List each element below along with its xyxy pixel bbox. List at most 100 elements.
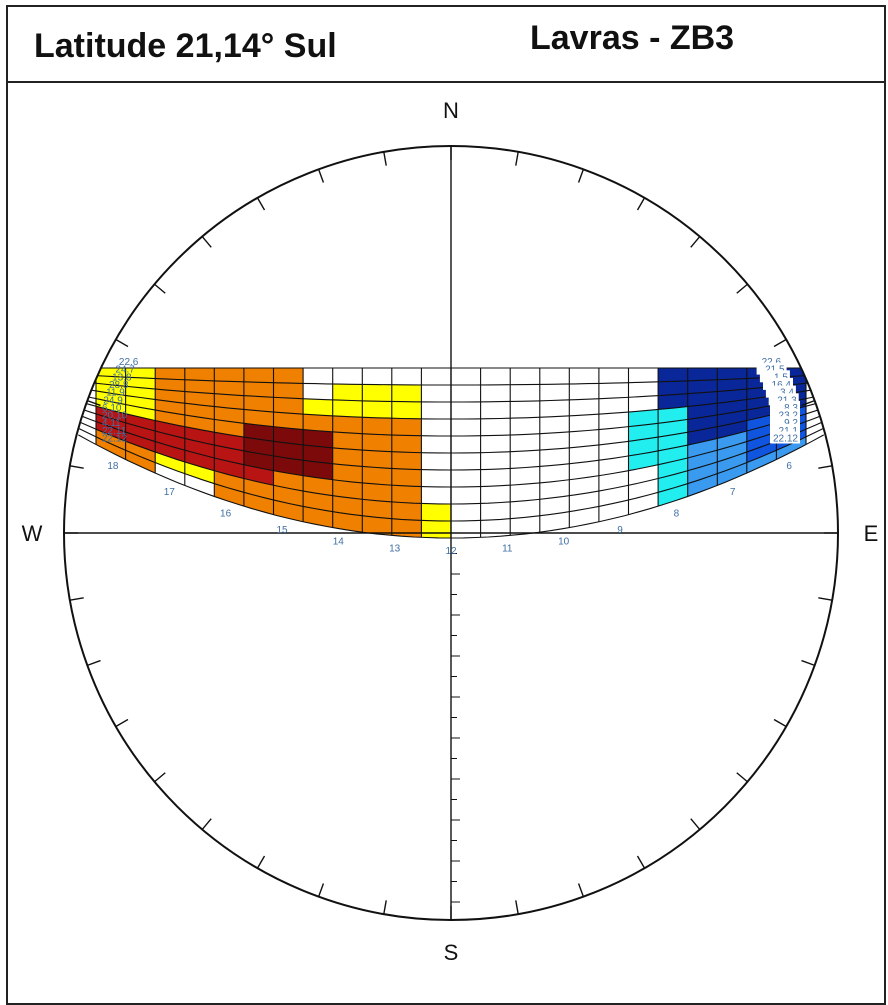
azimuth-tick (115, 718, 129, 728)
shading-cell (303, 398, 333, 416)
shading-cell (273, 397, 304, 415)
date-label-west: 4.11 (102, 418, 121, 429)
date-label-west: 11.9 (106, 388, 125, 399)
shading-cell (96, 413, 126, 433)
shading-cell (243, 423, 274, 442)
hour-label: 10 (558, 537, 570, 548)
hour-label: 15 (276, 525, 288, 536)
date-label-west: 28.8 (109, 380, 129, 391)
shading-cell (658, 393, 688, 410)
south-label: S (444, 940, 459, 965)
shading-cell (96, 436, 126, 460)
location-title: Lavras - ZB3 (530, 19, 735, 57)
azimuth-tick (736, 772, 748, 783)
shading-cell (214, 393, 244, 410)
shading-cell (362, 417, 392, 435)
shading-cell (421, 520, 451, 538)
date-label-east: 8.3 (784, 403, 798, 414)
shading-cell (273, 441, 304, 461)
date-label-west: 20.10 (102, 411, 127, 422)
date-label-east: 3.4 (780, 388, 794, 399)
shading-cell (214, 419, 244, 438)
shading-cell (125, 422, 156, 442)
shading-cell (155, 452, 185, 474)
shading-cell (96, 406, 126, 423)
shading-cell (391, 468, 422, 487)
shading-cell (658, 380, 688, 396)
azimuth-tick (69, 465, 84, 469)
shading-cell (214, 406, 244, 424)
azimuth-tick (690, 236, 701, 248)
shading-cell (746, 441, 777, 463)
shading-cell (717, 452, 747, 474)
shading-cell (362, 499, 392, 519)
shading-cell (717, 389, 747, 404)
azimuth-tick (515, 900, 519, 915)
date-label-east: 22.6 (762, 357, 782, 368)
azimuth-tick (154, 283, 166, 294)
shading-cell (96, 398, 126, 414)
shading-cell (391, 485, 422, 504)
shading-cell (332, 495, 363, 516)
shading-cell (746, 404, 777, 421)
hour-label: 8 (674, 508, 680, 519)
azimuth-tick (383, 151, 387, 166)
shading-cell (391, 434, 422, 453)
shading-cell (125, 377, 156, 390)
shading-cell (184, 450, 215, 471)
azimuth-tick (201, 236, 212, 248)
shading-cell (184, 391, 215, 407)
shading-cell (362, 482, 392, 502)
shading-cell (214, 368, 244, 382)
date-label-east: 22.12 (773, 434, 798, 445)
azimuth-tick (256, 197, 266, 211)
shading-cell (243, 381, 274, 398)
date-labels: 22.624.713.828.811.924.96.1020.104.1122.… (102, 355, 800, 445)
hour-label: 9 (617, 525, 623, 536)
shading-cell (746, 422, 777, 442)
hour-label: 6 (786, 461, 792, 472)
shading-cell (125, 450, 156, 474)
shading-cell (214, 380, 244, 396)
shading-cell (687, 391, 718, 407)
shading-cell (155, 431, 185, 451)
shading-cell (125, 432, 156, 453)
hour-label: 18 (107, 461, 119, 472)
shading-cell (628, 423, 659, 442)
shading-cells (96, 368, 806, 538)
shading-cell (155, 368, 185, 380)
shading-cell (717, 420, 747, 439)
shading-cell (96, 421, 126, 442)
shading-cell (362, 433, 392, 452)
shading-cell (658, 419, 688, 438)
shading-cell (687, 438, 718, 458)
azimuth-tick (317, 883, 325, 897)
shading-cell (243, 450, 274, 471)
hour-label: 14 (333, 537, 345, 548)
shading-cell (303, 460, 333, 480)
shading-cell (243, 409, 274, 427)
shading-cell (273, 470, 304, 492)
shading-cell (125, 395, 156, 411)
hour-label: 7 (730, 487, 736, 498)
shading-cell (391, 418, 422, 436)
shading-cell (332, 479, 363, 500)
shading-cell (687, 450, 718, 471)
hour-labels: 18 17 16 15 14 13 12 11 10 9 8 7 6 (107, 461, 792, 557)
shading-cell (746, 432, 777, 453)
hour-label: 12 (445, 546, 457, 557)
azimuth-tick (773, 718, 787, 728)
shading-cell (184, 461, 215, 484)
shading-cell (155, 420, 185, 439)
shading-cell (332, 383, 363, 401)
shading-cell (746, 413, 777, 432)
shading-cell (273, 455, 304, 476)
date-label-west: 6.10 (102, 403, 122, 414)
shading-cell (184, 403, 215, 420)
azimuth-tick (515, 151, 519, 166)
shading-cell (96, 383, 126, 396)
shading-cell (332, 399, 363, 418)
date-label-east: 21.1 (779, 426, 799, 437)
azimuth-tick (577, 883, 585, 897)
